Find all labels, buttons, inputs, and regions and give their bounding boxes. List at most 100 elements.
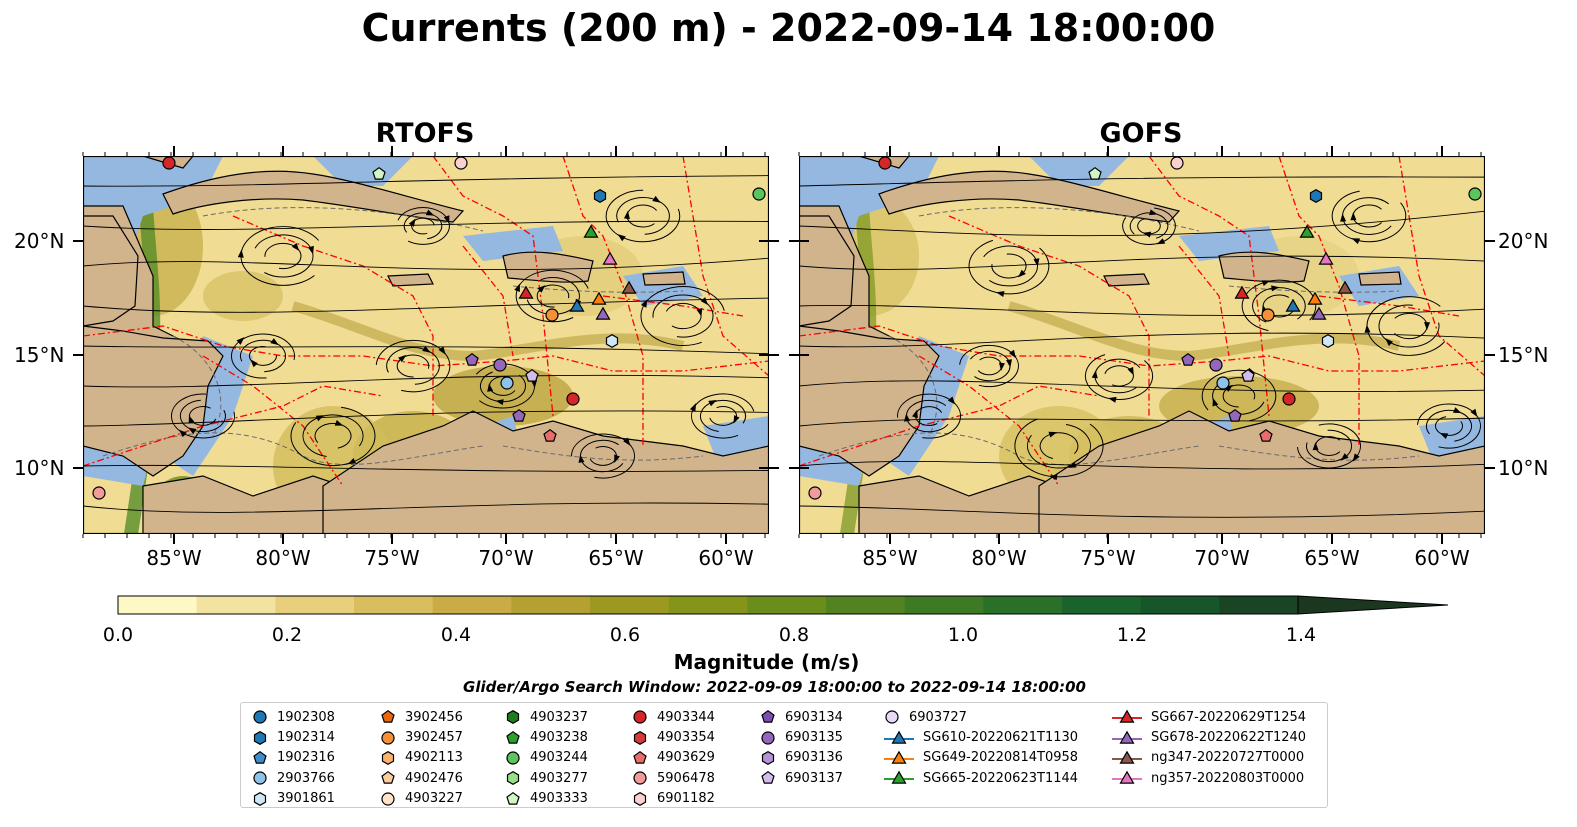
bathymetry-contour	[502, 445, 704, 461]
legend-label: 4903344	[657, 709, 715, 725]
figure-title: Currents (200 m) - 2022-09-14 18:00:00	[361, 6, 1216, 50]
streamline-arrow	[495, 399, 504, 406]
circle-marker-icon	[885, 710, 899, 724]
legend-item: 1902314	[251, 727, 335, 747]
platform-marker	[595, 306, 611, 320]
yucatan-land	[83, 215, 139, 327]
eez-boundary	[918, 355, 1060, 487]
triangle-marker-icon	[1112, 750, 1142, 764]
platform-marker	[1309, 189, 1323, 203]
legend-column: 1902308 1902314 1902316 2903766 3901861	[251, 707, 335, 809]
eez-boundary	[432, 156, 554, 417]
colorbar-bin	[432, 596, 512, 614]
legend-item: 3901861	[251, 789, 335, 809]
legend-marker	[381, 750, 395, 765]
legend-label: 4903277	[530, 770, 588, 786]
lat-label-left-20: 20°N	[14, 229, 65, 253]
colorbar-outline	[117, 595, 1299, 615]
panama-land	[858, 475, 1060, 534]
streamline-arrow	[996, 291, 1005, 298]
colorbar-extend-arrow	[1297, 595, 1449, 615]
hexagon-marker-icon	[253, 730, 267, 745]
streamline-arrow	[236, 337, 245, 345]
streamline-arrow	[1127, 366, 1134, 376]
streamline-arrow	[308, 245, 314, 255]
platform-marker	[566, 392, 580, 406]
streamline	[799, 460, 1485, 470]
legend-item: 3902456	[379, 707, 463, 727]
legend-label: ng347-20220727T0000	[1151, 750, 1305, 766]
legend-label: 4903354	[657, 730, 715, 746]
streamline-arrow	[1439, 432, 1449, 439]
platform-marker	[512, 408, 526, 422]
legend-label: 5906478	[657, 770, 715, 786]
legend-item: ng347-20220727T0000	[1111, 748, 1306, 768]
colorbar-bin	[747, 596, 827, 614]
panel-title-rtofs: RTOFS	[375, 118, 475, 149]
platform-marker	[1311, 306, 1327, 320]
legend-marker	[381, 792, 395, 806]
legend-marker	[506, 710, 520, 725]
hexagon-marker-icon	[633, 791, 647, 806]
map-frame	[83, 156, 769, 534]
legend-label: 3902457	[405, 730, 463, 746]
streamline-arrow	[237, 249, 244, 258]
circle-marker-icon	[761, 730, 775, 745]
platform-marker	[591, 291, 607, 305]
bathymetry-contour	[512, 285, 684, 293]
legend-marker	[253, 730, 267, 745]
platform-marker	[1337, 280, 1353, 294]
colorbar-bin	[354, 596, 434, 614]
puerto-rico-land	[642, 271, 686, 286]
circle-marker-icon	[633, 710, 647, 724]
legend-label: SG665-20220623T1144	[923, 770, 1079, 786]
streamline-arrow	[696, 308, 703, 317]
colorbar-bin	[118, 596, 198, 614]
platform-marker	[1216, 376, 1230, 390]
streamline-arrow	[347, 458, 357, 465]
legend-label: 1902314	[277, 730, 335, 746]
legend-item: 3902457	[379, 727, 463, 747]
platform-marker	[1261, 308, 1275, 322]
circle-marker-icon	[381, 730, 395, 745]
legend-label: 4903629	[657, 750, 715, 766]
legend-label: 3902456	[405, 709, 463, 725]
platform-marker	[454, 156, 468, 170]
streamline-arrow	[487, 383, 494, 392]
legend-item: 4902113	[379, 748, 463, 768]
streamline-arrow	[1008, 349, 1016, 359]
legend: 1902308 1902314 1902316 2903766 3901861 39024…	[240, 702, 1328, 808]
legend-marker	[1119, 730, 1135, 744]
lon-label-left-70: 70°W	[478, 546, 534, 570]
platform-marker	[1209, 358, 1223, 372]
legend-item: 6901182	[631, 789, 715, 809]
streamline-arrow	[578, 454, 585, 463]
colorbar-label: Magnitude (m/s)	[0, 650, 1577, 674]
legend-marker	[761, 750, 775, 765]
legend-label: 3901861	[277, 791, 335, 807]
legend-item: SG610-20220621T1130	[883, 727, 1078, 747]
legend-column: 3902456 3902457 4902113 4902476 4903227	[379, 707, 463, 809]
legend-label: 6903135	[785, 730, 843, 746]
platform-marker	[1321, 334, 1335, 348]
legend-marker	[633, 750, 647, 764]
platform-marker	[545, 308, 559, 322]
circle-marker-icon	[381, 792, 395, 806]
legend-item: 1902308	[251, 707, 335, 727]
legend-item: 1902316	[251, 748, 335, 768]
colorbar-tick: 0.8	[778, 624, 810, 646]
streamline-arrow	[178, 429, 187, 438]
legend-marker	[885, 710, 899, 724]
hexagon-marker-icon	[381, 750, 395, 765]
legend-item: SG665-20220623T1144	[883, 768, 1078, 788]
streamline-arrow	[1049, 474, 1058, 481]
colorbar-tick: 1.2	[1116, 624, 1148, 646]
streamline-arrow	[315, 415, 325, 422]
legend-column: 4903237 4903238 4903244 4903277 4903333	[504, 707, 588, 809]
lon-label-right-75: 75°W	[1080, 546, 1136, 570]
triangle-marker-icon	[884, 750, 914, 764]
platform-marker	[1181, 352, 1195, 366]
hexagon-marker-icon	[506, 710, 520, 725]
colorbar-bin	[983, 596, 1063, 614]
streamline-arrow	[187, 427, 197, 435]
